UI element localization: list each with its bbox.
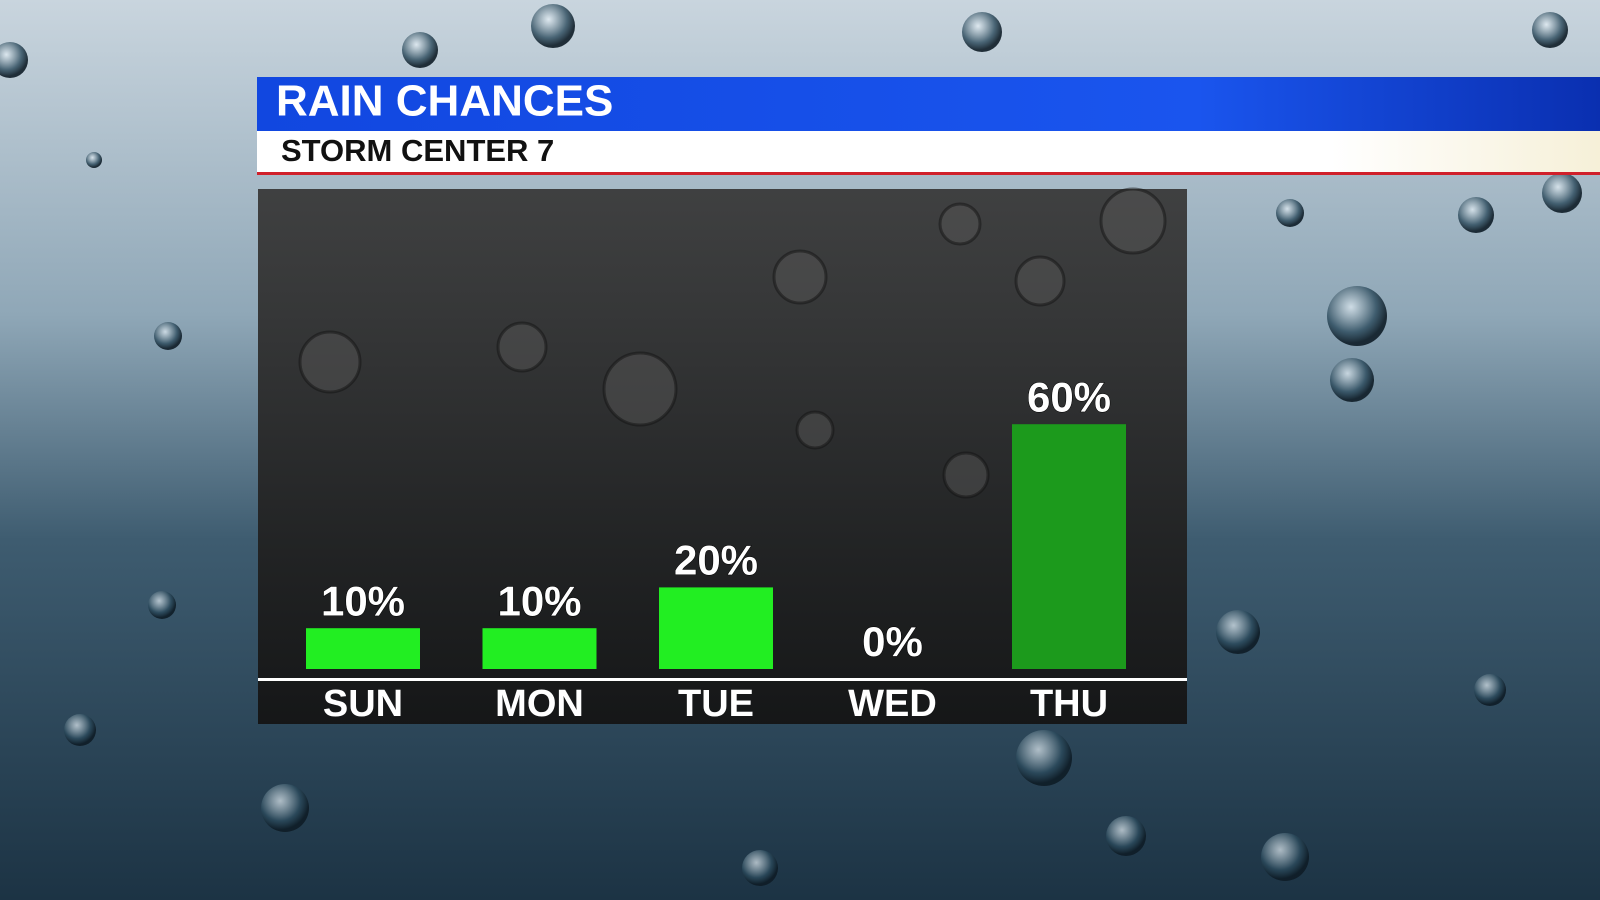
value-label: 60% (1027, 373, 1111, 420)
value-label: 20% (674, 536, 758, 583)
value-label: 10% (321, 577, 405, 624)
x-tick-label: TUE (678, 683, 754, 725)
raindrops (0, 4, 1582, 886)
baseline (258, 678, 1187, 681)
panel-drops (298, 187, 1167, 499)
x-tick-label: MON (495, 683, 584, 725)
chart-title: RAIN CHANCES (276, 77, 613, 126)
chart-subtitle: STORM CENTER 7 (281, 133, 554, 168)
x-tick-label: WED (848, 683, 937, 725)
bar (659, 587, 773, 669)
value-label: 0% (862, 618, 923, 665)
bar (306, 628, 420, 669)
x-tick-label: THU (1030, 683, 1108, 725)
red-rule (257, 172, 1600, 175)
x-tick-label: SUN (323, 683, 403, 725)
bar (482, 628, 597, 669)
subtitle-bar (257, 131, 1600, 173)
title-bar (257, 77, 1600, 131)
value-label: 10% (497, 577, 581, 624)
bar (1012, 424, 1126, 669)
